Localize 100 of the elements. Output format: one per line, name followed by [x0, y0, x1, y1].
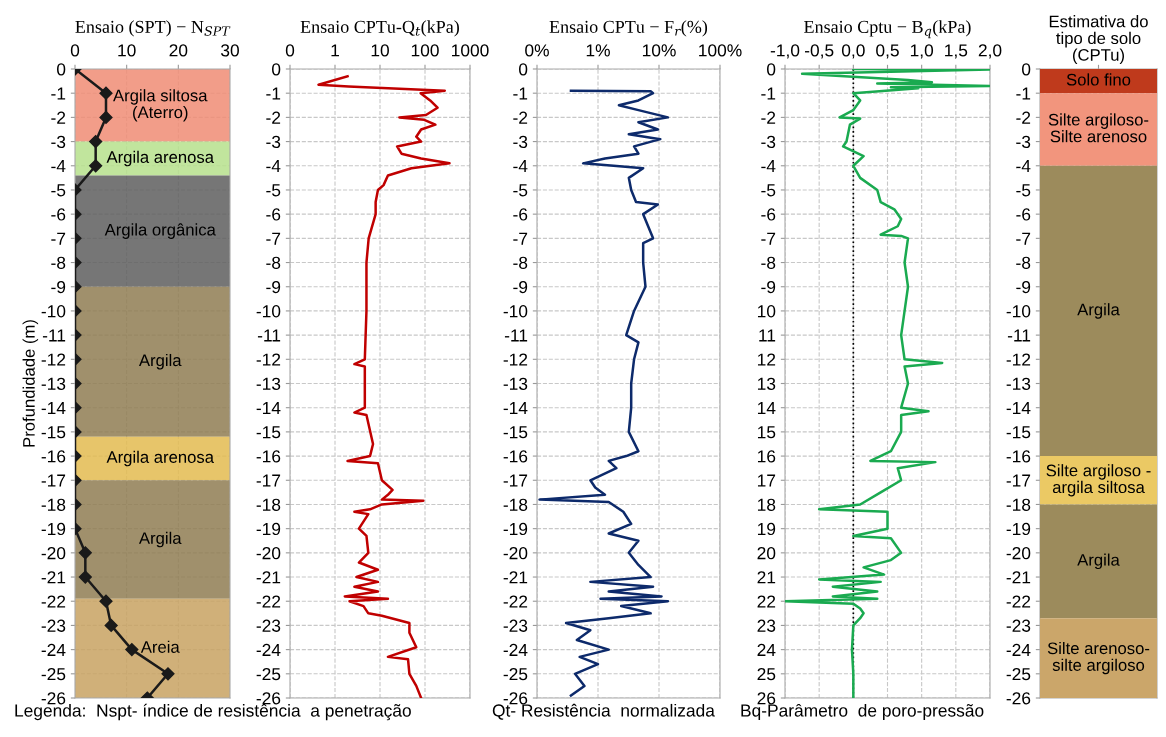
- y-tick-label: -13: [256, 377, 281, 390]
- y-tick-label: -25: [503, 667, 528, 681]
- y-tick-label: -23: [41, 619, 66, 632]
- y-tick-label: -1: [513, 87, 528, 100]
- text: Legenda: Nspt- índice de resistência a penetração: [15, 703, 411, 721]
- line-series: [785, 69, 990, 698]
- y-tick-label: -13: [41, 377, 66, 390]
- y-tick-label: -11: [504, 329, 528, 342]
- y-tick-label: -6: [51, 208, 66, 221]
- y-tick-label: -15: [503, 426, 528, 439]
- y-tick-label: -12: [503, 353, 528, 366]
- y-tick-label: -1: [51, 87, 66, 100]
- series-label: Silte argiloso - argila siltosa: [1046, 464, 1151, 497]
- y-tick-label: -11: [42, 329, 66, 342]
- y-tick-label: 11: [759, 329, 776, 342]
- y-tick-label: -8: [1016, 256, 1031, 269]
- y-tick-label: -19: [1006, 522, 1031, 536]
- y-tick-label: -11: [257, 329, 281, 342]
- y-tick-label: -3: [266, 135, 281, 149]
- band-label: Areia: [140, 640, 180, 653]
- series-label: Argila: [1077, 303, 1120, 319]
- y-tick-label: -20: [41, 547, 66, 560]
- x-tick-label: 1000: [452, 44, 489, 57]
- y-tick-label: 22: [757, 595, 776, 608]
- y-tick-label: -3: [1016, 135, 1031, 149]
- y-tick-label: 19: [757, 522, 776, 536]
- y-tick-label: -4: [513, 160, 528, 173]
- y-tick-label: -17: [41, 474, 66, 487]
- y-tick-label: -19: [41, 522, 66, 536]
- y-tick-label: -19: [256, 522, 281, 536]
- y-tick-label: -5: [266, 184, 281, 197]
- x-tick-label: 20: [169, 44, 188, 57]
- band-label: Argila: [138, 531, 182, 548]
- y-tick-label: 0: [272, 63, 281, 76]
- x-tick-label: 1,5: [945, 44, 968, 59]
- chart-title: Ensaio CPTu − F$_{r}$(%): [549, 20, 708, 37]
- y-tick-label: -8: [51, 256, 66, 269]
- y-tick-label: -7: [761, 232, 776, 245]
- y-tick-label: -21: [256, 571, 281, 584]
- bar: [1040, 504, 1157, 619]
- x-tick-label: 0: [70, 44, 80, 57]
- chart-title: Ensaio (SPT) − N$_{SPT}$: [75, 20, 231, 37]
- x-tick-label: -0,5: [804, 44, 834, 59]
- y-tick-label: -3: [513, 135, 528, 149]
- x-tick-label: 100: [411, 44, 439, 57]
- x-tick-label: 0%: [525, 44, 549, 57]
- y-tick-label: -2: [1016, 111, 1031, 124]
- y-tick-label: -6: [266, 208, 281, 221]
- y-tick-label: 18: [757, 498, 776, 511]
- y-tick-label: -8: [513, 256, 528, 269]
- y-tick-label: -15: [256, 426, 281, 439]
- chart-title: Ensaio Cptu − B$_{q}$(kPa): [804, 20, 971, 39]
- y-tick-label: -22: [41, 595, 66, 608]
- y-tick-label: -17: [256, 474, 281, 487]
- series-label: Silte argiloso- Silte arenoso: [1048, 113, 1149, 143]
- y-tick-label: -22: [256, 595, 281, 608]
- y-tick-label: -17: [1006, 474, 1031, 487]
- series-label: Silte arenoso- silte argiloso: [1047, 641, 1150, 675]
- y-tick-label: -14: [256, 402, 281, 414]
- x-tick-label: 30: [221, 44, 239, 57]
- text: Bq-Parâmetro de poro-pressão: [741, 703, 984, 721]
- bar: [1040, 93, 1157, 166]
- y-tick-label: -2: [266, 111, 281, 124]
- y-tick-label: -24: [41, 643, 66, 656]
- y-tick-label: -18: [1006, 498, 1031, 511]
- y-tick-label: -4: [266, 160, 281, 173]
- y-tick-label: -26: [41, 692, 66, 705]
- x-tick-label: 0,0: [841, 44, 865, 59]
- y-tick-label: -5: [761, 184, 776, 197]
- series-label: Solo fino: [1066, 73, 1131, 86]
- y-tick-label: -15: [41, 426, 66, 439]
- y-tick-label: -26: [256, 692, 281, 705]
- y-tick-label: -6: [1016, 208, 1031, 221]
- y-tick-label: -25: [41, 667, 66, 681]
- x-tick-label: 10%: [642, 44, 676, 57]
- y-tick-label: -13: [1006, 377, 1031, 390]
- y-tick-label: -24: [1006, 643, 1031, 656]
- y-tick-label: -7: [51, 232, 66, 245]
- y-tick-label: -1: [761, 87, 776, 100]
- y-tick-label: -3: [51, 135, 66, 149]
- y-tick-label: 17: [757, 474, 776, 487]
- chart-title: Ensaio CPTu-Q$_{t}$(kPa): [300, 20, 459, 37]
- band-label: Argila: [138, 353, 182, 370]
- y-tick-label: -1: [266, 87, 281, 100]
- y-tick-label: 13: [757, 377, 776, 390]
- y-tick-label: 20: [757, 547, 776, 560]
- y-tick-label: -11: [1007, 329, 1031, 342]
- y-tick-label: -14: [41, 402, 66, 414]
- y-tick-label: -21: [1006, 571, 1031, 584]
- y-tick-label: -12: [1006, 353, 1031, 366]
- y-tick-label: -17: [503, 474, 528, 487]
- y-tick-label: -18: [256, 498, 281, 511]
- y-tick-label: 16: [757, 450, 776, 463]
- y-tick-label: -20: [503, 547, 528, 560]
- y-tick-label: 10: [757, 305, 776, 318]
- y-tick-label: 0: [1022, 63, 1031, 76]
- y-tick-label: 26: [757, 692, 776, 705]
- x-tick-label: 0: [285, 44, 295, 57]
- y-tick-label: -21: [503, 571, 528, 584]
- y-tick-label: -8: [266, 256, 281, 269]
